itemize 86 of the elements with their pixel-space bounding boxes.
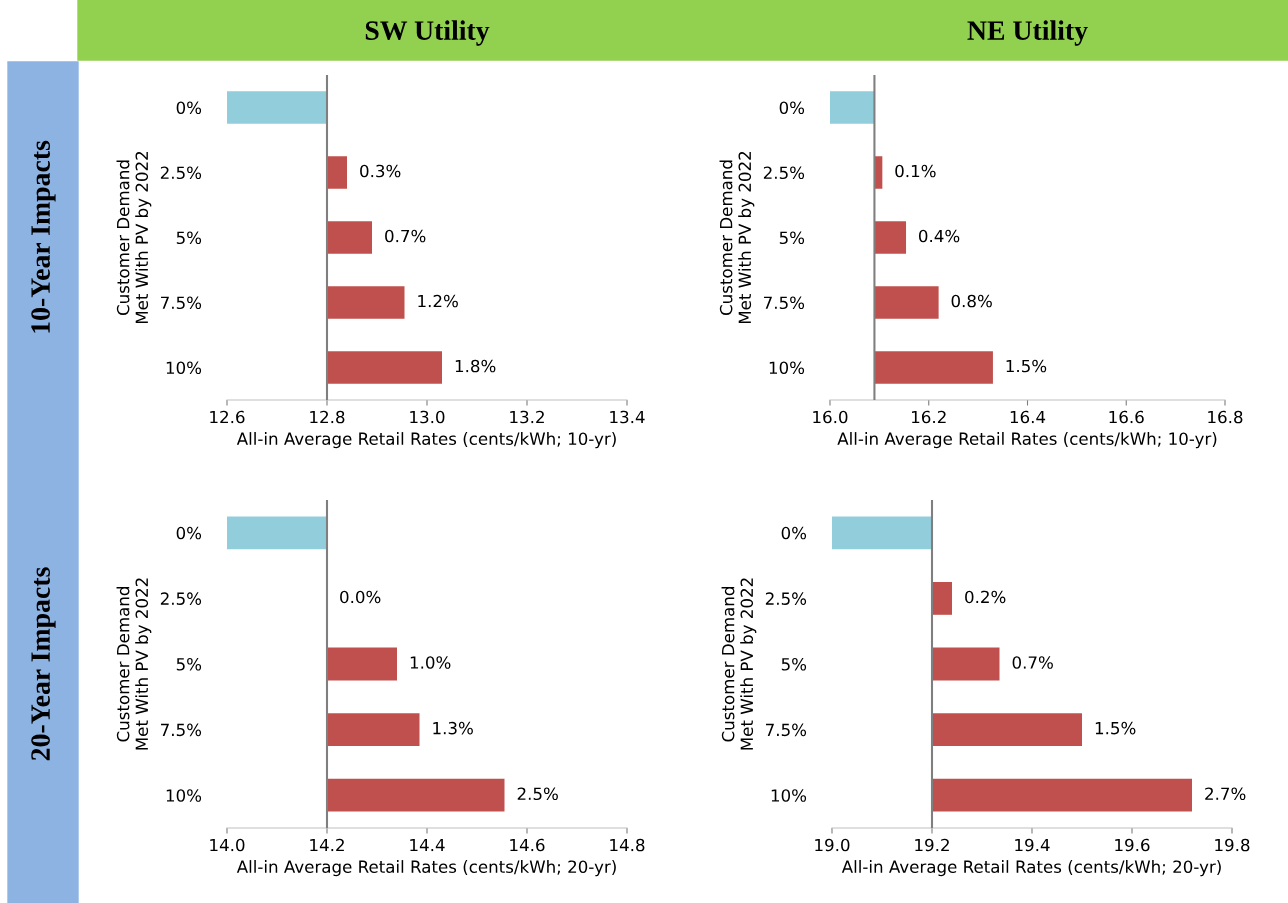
- chart-title: NE Utility: [967, 20, 1088, 46]
- annotation: 2.7%: [1205, 787, 1246, 801]
- y-tick-label: 7.5%: [764, 296, 805, 310]
- y-tick-label: 0%: [779, 101, 805, 115]
- bar: [830, 91, 875, 124]
- annotation: 1.0%: [410, 656, 451, 669]
- y-tick-label: 7.5%: [161, 723, 202, 737]
- y-tick-label: 5%: [176, 657, 202, 671]
- annotation: 0.2%: [965, 590, 1006, 604]
- bar: [327, 351, 442, 384]
- y-tick-label: 0%: [176, 526, 202, 540]
- chart-title: SW Utility: [365, 20, 490, 46]
- bar: [327, 221, 372, 254]
- bar: [932, 647, 1000, 681]
- x-tick-label: 19.0: [815, 838, 850, 852]
- x-tick-label: 16.2: [912, 410, 946, 424]
- y-axis-title: Customer Demand Met With PV by 2022: [116, 578, 152, 750]
- y-tick-label: 7.5%: [161, 296, 202, 310]
- x-axis-title: All-in Average Retail Rates (cents/kWh; 20-yr): [236, 860, 616, 877]
- x-tick-label: 13.0: [410, 410, 445, 424]
- y-tick-label: 10%: [166, 361, 202, 375]
- x-tick-label: 19.2: [915, 838, 949, 852]
- bar: [327, 647, 397, 681]
- bar: [227, 91, 327, 124]
- x-tick-label: 16.4: [1010, 410, 1046, 424]
- bar: [227, 516, 327, 550]
- bar: [874, 351, 993, 384]
- y-tick-label: 0%: [781, 526, 807, 540]
- bar: [832, 516, 932, 550]
- x-tick-label: 19.4: [1015, 838, 1050, 852]
- annotation: 0.4%: [918, 229, 960, 243]
- y-axis-title: Customer Demand Met With PV by 2022: [116, 151, 152, 324]
- bar: [327, 778, 505, 812]
- x-tick-label: 16.8: [1208, 410, 1243, 424]
- annotation: 1.8%: [455, 359, 496, 373]
- x-tick-label: 16.0: [813, 410, 848, 424]
- annotation: 0.1%: [895, 164, 936, 178]
- x-tick-label: 13.4: [610, 410, 645, 424]
- annotation: 1.5%: [1095, 721, 1136, 735]
- y-tick-label: 10%: [769, 361, 805, 375]
- x-tick-label: 14.6: [510, 838, 545, 852]
- x-tick-label: 16.6: [1109, 410, 1144, 424]
- x-tick-label: 14.2: [310, 838, 344, 852]
- annotation: 0.7%: [1012, 656, 1053, 669]
- y-tick-label: 2.5%: [765, 592, 807, 605]
- x-tick-label: 14.0: [210, 838, 245, 852]
- bar: [932, 778, 1192, 812]
- annotation: 1.5%: [1006, 359, 1047, 373]
- annotation: 0.7%: [385, 229, 426, 243]
- bar: [327, 156, 347, 189]
- y-tick-label: 5%: [176, 231, 202, 245]
- annotation: 1.3%: [433, 721, 473, 735]
- bar: [874, 221, 907, 254]
- bar: [932, 713, 1082, 746]
- y-axis-title: Customer Demand Met With PV by 2022: [719, 151, 755, 324]
- y-axis-title: Customer Demand Met With PV by 2022: [721, 578, 757, 750]
- y-tick-label: 2.5%: [160, 166, 202, 180]
- x-tick-label: 19.6: [1115, 838, 1150, 852]
- text: 20-Year Impacts: [31, 567, 56, 761]
- annotation: 0.8%: [951, 294, 992, 308]
- bar: [327, 713, 420, 746]
- x-axis-title: All-in Average Retail Rates (cents/kWh; 10-yr): [837, 432, 1217, 449]
- y-tick-label: 10%: [771, 789, 807, 802]
- annotation: 2.5%: [517, 787, 558, 801]
- bar: [327, 286, 405, 319]
- y-tick-label: 5%: [781, 657, 807, 671]
- x-axis-title: All-in Average Retail Rates (cents/kWh; 20-yr): [841, 860, 1221, 877]
- annotation: 0.3%: [360, 164, 401, 178]
- x-tick-label: 13.2: [510, 410, 544, 424]
- bar: [874, 286, 939, 319]
- y-tick-label: 5%: [779, 231, 805, 245]
- annotation: 1.2%: [418, 294, 458, 308]
- text: 10-Year Impacts: [31, 140, 56, 333]
- x-tick-label: 14.8: [610, 838, 645, 852]
- bar: [932, 582, 952, 615]
- y-tick-label: 2.5%: [763, 166, 805, 180]
- y-tick-label: 10%: [166, 789, 202, 802]
- annotation: 0.0%: [340, 590, 381, 604]
- x-axis-title: All-in Average Retail Rates (cents/kWh; 10-yr): [236, 432, 616, 449]
- y-tick-label: 0%: [176, 101, 202, 115]
- x-tick-label: 14.4: [410, 838, 445, 852]
- x-tick-label: 12.8: [310, 410, 345, 424]
- y-tick-label: 2.5%: [160, 592, 202, 605]
- x-tick-label: 12.6: [210, 410, 245, 424]
- x-tick-label: 19.8: [1215, 838, 1250, 852]
- y-tick-label: 7.5%: [766, 723, 807, 737]
